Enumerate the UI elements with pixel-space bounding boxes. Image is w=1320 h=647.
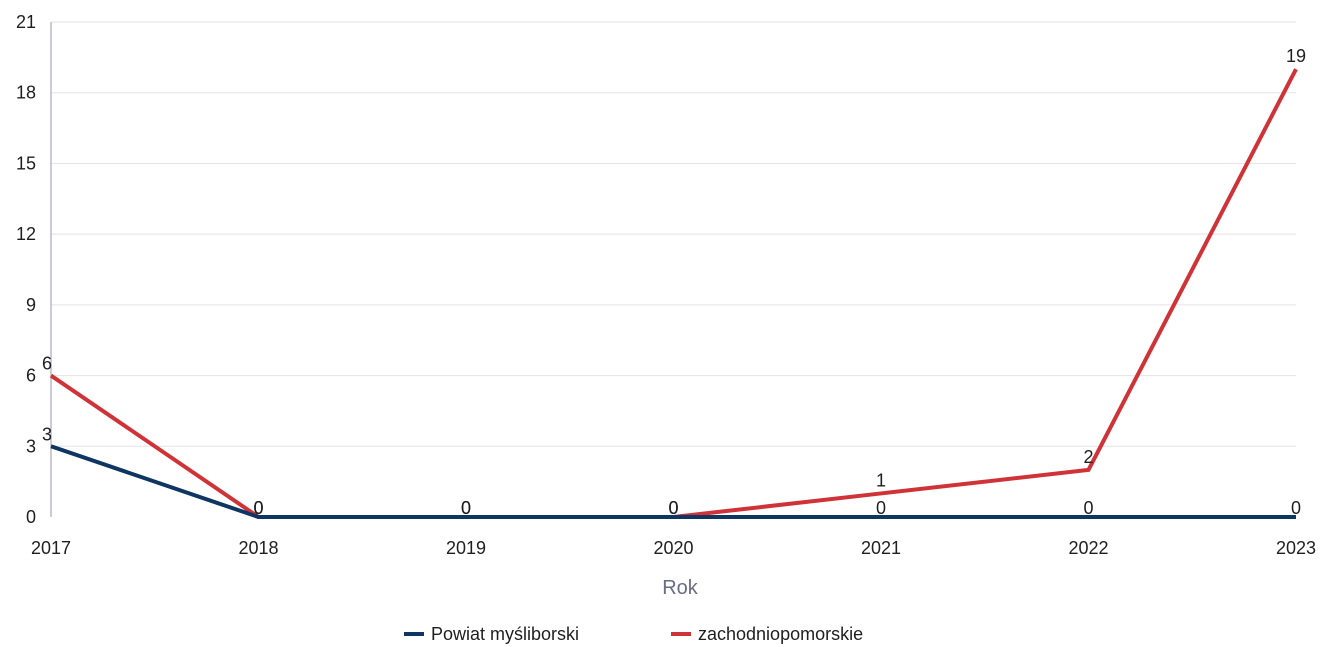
x-tick-label: 2023	[1276, 538, 1316, 558]
legend-label: Powiat myśliborski	[431, 624, 579, 644]
data-label: 0	[461, 498, 471, 518]
series-line-powiat	[50, 444, 1296, 519]
legend: Powiat myśliborski zachodniopomorskie	[404, 624, 863, 644]
y-tick-label: 6	[26, 366, 36, 386]
y-tick-label: 12	[16, 224, 36, 244]
data-label: 1	[876, 470, 886, 490]
y-tick-label: 3	[26, 436, 36, 456]
x-tick-label: 2022	[1068, 538, 1108, 558]
data-label: 3	[42, 424, 52, 444]
x-tick-label: 2018	[238, 538, 278, 558]
data-label: 19	[1286, 46, 1306, 66]
data-label: 0	[1291, 498, 1301, 518]
y-tick-label: 9	[26, 295, 36, 315]
x-tick-label: 2017	[31, 538, 71, 558]
series	[49, 68, 1298, 519]
legend-label: zachodniopomorskie	[698, 624, 863, 644]
data-label: 2	[1083, 447, 1093, 467]
x-tick-label: 2021	[861, 538, 901, 558]
y-tick-label: 15	[16, 153, 36, 173]
data-label: 0	[461, 498, 471, 518]
y-tick-label: 18	[16, 83, 36, 103]
grid	[51, 21, 1296, 447]
series-line-wojewodztwo	[49, 68, 1298, 519]
x-axis-title: Rok	[662, 577, 699, 599]
data-label: 0	[253, 498, 263, 518]
data-label: 0	[876, 498, 886, 518]
data-label: 6	[42, 354, 52, 374]
y-tick-label: 0	[26, 507, 36, 527]
data-label: 0	[668, 498, 678, 518]
x-tick-label: 2020	[653, 538, 693, 558]
y-tick-label: 21	[16, 12, 36, 32]
data-label: 0	[253, 498, 263, 518]
data-label: 0	[668, 498, 678, 518]
x-tick-label: 2019	[446, 538, 486, 558]
data-label: 0	[1083, 498, 1093, 518]
